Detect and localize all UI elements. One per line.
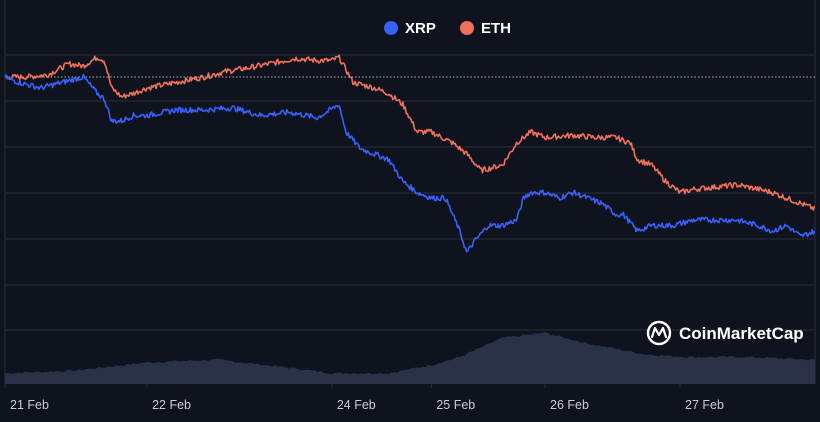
x-tick-label: 21 Feb <box>10 398 49 412</box>
x-axis-ticks: 21 Feb 22 Feb 24 Feb 25 Feb 26 Feb 27 Feb <box>4 384 724 412</box>
series-line-eth <box>4 54 816 211</box>
legend-item-xrp[interactable]: XRP <box>384 20 436 37</box>
volume-area <box>5 331 815 384</box>
series-lines <box>4 54 816 253</box>
watermark: CoinMarketCap <box>646 320 804 346</box>
legend-item-eth[interactable]: ETH <box>460 20 511 37</box>
legend: XRP ETH <box>384 20 511 37</box>
x-tick-label: 24 Feb <box>337 398 376 412</box>
watermark-text: CoinMarketCap <box>679 324 804 343</box>
legend-eth-label: ETH <box>481 20 511 37</box>
x-tick-label: 22 Feb <box>152 398 191 412</box>
legend-xrp-swatch <box>384 21 398 35</box>
x-tick-label: 26 Feb <box>550 398 589 412</box>
x-tick-label: 27 Feb <box>685 398 724 412</box>
x-tick-label: 25 Feb <box>436 398 475 412</box>
coinmarketcap-logo-icon <box>646 320 672 346</box>
legend-xrp-label: XRP <box>405 20 436 37</box>
series-line-xrp <box>4 73 816 253</box>
legend-eth-swatch <box>460 21 474 35</box>
volume-area-fill <box>5 331 815 384</box>
grid <box>4 0 816 384</box>
